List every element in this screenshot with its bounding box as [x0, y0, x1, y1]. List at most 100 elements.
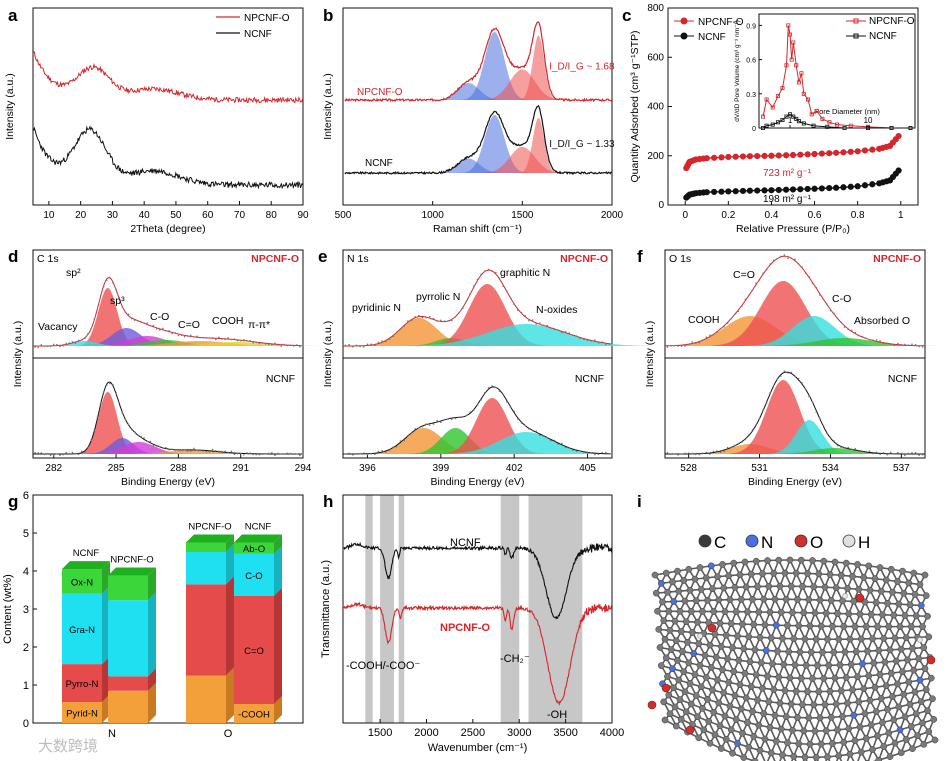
- carbon-atom: [752, 671, 760, 679]
- xps-data-point-ncnf: [414, 428, 416, 430]
- carbon-atom: [700, 726, 708, 734]
- carbon-atom: [845, 725, 853, 733]
- carbon-atom: [687, 608, 695, 615]
- xps-data-point-ncnf: [190, 450, 192, 452]
- xps-data-point-ncnf: [84, 451, 86, 453]
- bar-segment-label-0-0: Pyrid-N: [66, 709, 98, 720]
- bar-sample-label-1: NPCNF-O: [110, 555, 153, 566]
- carbon-atom: [811, 609, 819, 617]
- carbon-atom: [689, 629, 696, 636]
- xps-data-point-npcnf-o: [535, 323, 537, 325]
- carbon-atom: [911, 591, 919, 598]
- component-label-e-1: pyrrolic N: [416, 291, 460, 303]
- inset-point-ncnf: [791, 114, 796, 119]
- xps-data-point-ncnf: [723, 450, 725, 453]
- isotherm-point-ncnf: [854, 183, 861, 190]
- isotherm-point-npcnf-o: [732, 153, 739, 160]
- xps-data-point-ncnf: [666, 452, 669, 454]
- x-tick-label-e: 402: [506, 463, 523, 474]
- component-label-d-6: π-π*: [248, 319, 270, 331]
- xps-data-point-npcnf-o: [152, 324, 155, 327]
- xps-data-point-npcnf-o: [517, 309, 519, 312]
- xps-data-point-ncnf: [601, 451, 604, 454]
- carbon-atom: [685, 659, 693, 667]
- isotherm-point-npcnf-o: [804, 151, 811, 158]
- carbon-atom: [795, 622, 803, 630]
- carbon-atom: [769, 660, 776, 668]
- carbon-atom: [732, 608, 740, 616]
- xps-data-point-ncnf: [858, 450, 860, 453]
- carbon-atom: [824, 635, 831, 643]
- carbon-atom: [672, 637, 680, 645]
- xps-data-point-ncnf: [822, 424, 825, 427]
- xps-data-point-npcnf-o: [826, 303, 828, 305]
- carbon-atom: [884, 706, 891, 713]
- carbon-atom: [845, 610, 853, 618]
- carbon-atom: [849, 572, 856, 580]
- carbon-atom: [754, 583, 761, 590]
- xps-data-point-npcnf-o: [351, 346, 354, 348]
- xps-data-point-npcnf-o: [370, 343, 372, 346]
- xps-data-point-npcnf-o: [359, 345, 361, 348]
- carbon-atom: [885, 623, 893, 630]
- xps-data-point-npcnf-o: [168, 330, 170, 332]
- carbon-atom: [776, 582, 784, 590]
- carbon-atom: [787, 700, 795, 708]
- xps-data-point-ncnf: [897, 451, 899, 454]
- xps-data-point-ncnf: [183, 449, 186, 451]
- xps-data-point-ncnf: [137, 434, 139, 437]
- carbon-atom: [682, 708, 690, 716]
- xps-data-point-ncnf: [271, 451, 273, 454]
- xps-data-point-npcnf-o: [280, 345, 282, 347]
- xps-data-point-npcnf-o: [399, 328, 402, 330]
- xps-data-point-ncnf: [236, 452, 239, 455]
- carbon-atom: [865, 562, 873, 570]
- hydrogen-atom: [697, 633, 703, 639]
- isotherm-point-ncnf: [895, 167, 902, 174]
- xps-data-point-ncnf: [233, 453, 236, 456]
- surface-area-ncnf: 198 m² g⁻¹: [763, 194, 812, 205]
- xps-data-point-ncnf: [186, 450, 189, 452]
- surface-area-npcnf-o: 723 m² g⁻¹: [763, 168, 812, 179]
- panel-i: i C N O H: [637, 492, 939, 761]
- xps-data-point-npcnf-o: [99, 295, 102, 297]
- xps-data-point-ncnf: [447, 418, 449, 420]
- carbon-atom: [879, 719, 886, 726]
- xps-data-point-ncnf: [130, 428, 133, 431]
- component-label-f-2: C-O: [832, 293, 851, 305]
- inset-point-ncnf: [764, 123, 769, 128]
- xps-data-point-ncnf: [292, 453, 295, 456]
- carbon-atom: [929, 695, 936, 703]
- carbon-atom: [844, 699, 851, 707]
- carbon-atom: [902, 634, 910, 642]
- carbon-atom: [741, 558, 749, 566]
- xps-data-point-ncnf: [458, 416, 460, 419]
- xps-data-point-ncnf: [344, 453, 347, 455]
- xps-data-point-ncnf: [564, 446, 567, 449]
- isotherm-point-ncnf: [761, 187, 768, 194]
- carbon-atom: [790, 635, 798, 643]
- carbon-atom: [771, 595, 779, 603]
- carbon-atom: [796, 648, 804, 656]
- xps-data-point-ncnf: [407, 434, 409, 437]
- xps-data-point-ncnf: [687, 452, 690, 454]
- xps-data-point-ncnf: [780, 375, 782, 377]
- carbon-atom: [856, 723, 864, 731]
- xps-data-point-npcnf-o: [289, 344, 292, 347]
- carbon-atom: [811, 727, 819, 735]
- xps-data-point-ncnf: [694, 453, 697, 456]
- xps-data-point-npcnf-o: [808, 276, 810, 278]
- inset-point-npcnf-o: [794, 63, 799, 68]
- xps-data-point-npcnf-o: [410, 319, 413, 322]
- xps-data-point-npcnf-o: [258, 342, 261, 345]
- xps-data-point-npcnf-o: [755, 282, 757, 285]
- carbon-atom: [800, 727, 808, 735]
- xps-data-point-ncnf: [469, 411, 471, 413]
- xps-data-point-npcnf-o: [246, 339, 248, 342]
- carbon-atom: [889, 693, 896, 700]
- raman-peak-npcnf-o-0: [441, 32, 568, 100]
- panel-f: f 528 531 534 537 Binding Energy (eV) Intensit…: [637, 247, 936, 488]
- xps-data-point-npcnf-o: [758, 279, 761, 281]
- xps-data-point-npcnf-o: [680, 345, 683, 347]
- carbon-atom: [712, 653, 720, 661]
